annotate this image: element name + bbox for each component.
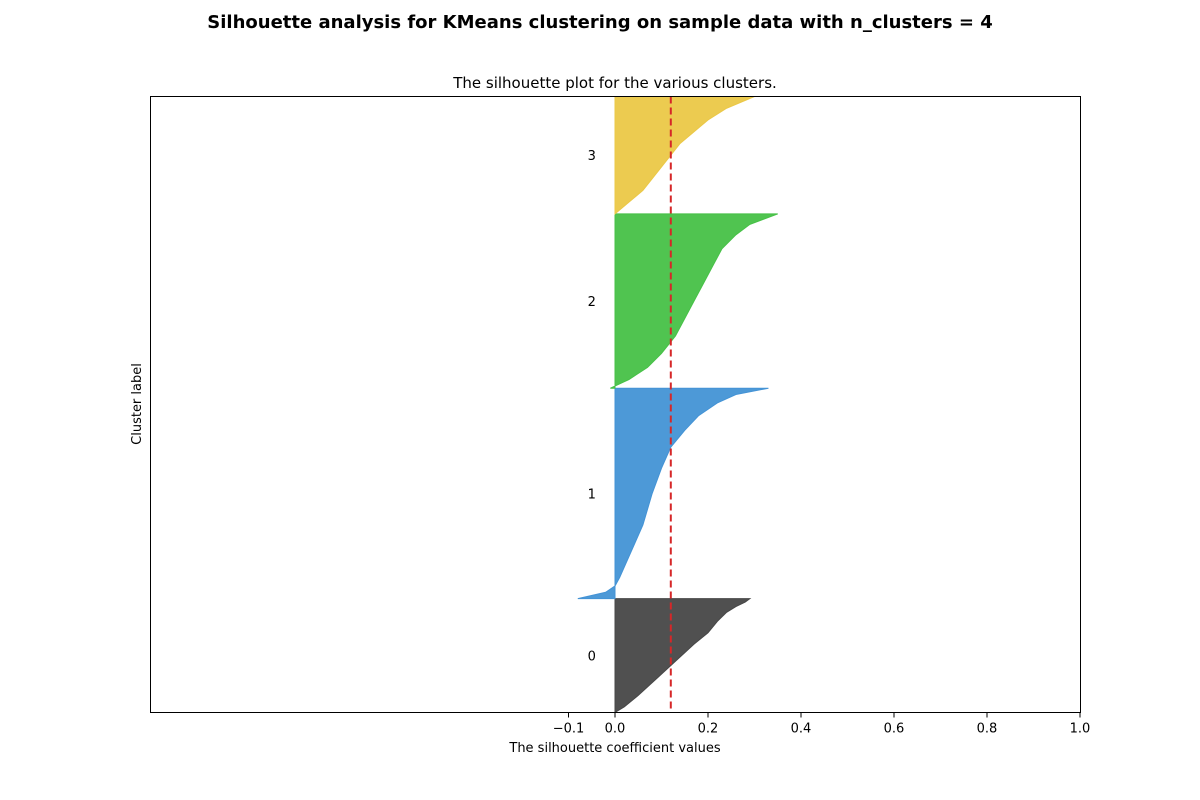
x-tick-label: 0.8	[977, 722, 998, 737]
figure-title: Silhouette analysis for KMeans clusterin…	[207, 12, 993, 33]
axes-title: The silhouette plot for the various clus…	[452, 74, 777, 92]
cluster-label-1: 1	[588, 487, 596, 502]
x-tick-label: 1.0	[1070, 722, 1091, 737]
x-tick-label: −0.1	[553, 722, 585, 737]
x-tick-label: 0.0	[605, 722, 626, 737]
cluster-labels: 0 1 2 3	[588, 149, 596, 664]
x-tick-label: 0.6	[884, 722, 905, 737]
cluster-label-3: 3	[588, 149, 596, 164]
x-ticks: −0.1 0.0 0.2 0.4 0.6 0.8 1.0	[553, 712, 1091, 737]
x-tick-label: 0.4	[791, 722, 812, 737]
y-axis-label: Cluster label	[130, 363, 145, 445]
cluster-fills	[577, 96, 778, 714]
cluster-1-silhouette	[577, 387, 769, 600]
cluster-label-2: 2	[588, 295, 596, 310]
cluster-3-silhouette	[614, 96, 755, 215]
cluster-label-0: 0	[588, 650, 596, 665]
cluster-0-silhouette	[614, 598, 752, 714]
x-axis-label: The silhouette coefficient values	[508, 741, 720, 756]
x-tick-label: 0.2	[698, 722, 719, 737]
cluster-2-silhouette	[610, 213, 778, 389]
